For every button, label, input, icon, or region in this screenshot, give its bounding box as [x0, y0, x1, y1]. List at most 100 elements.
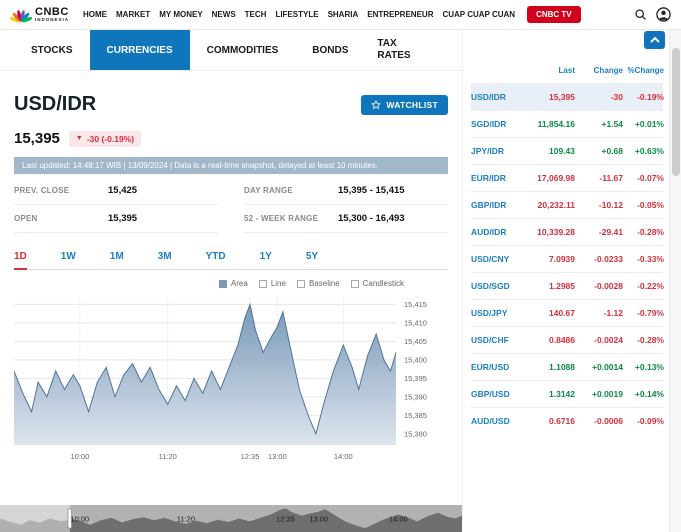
pct-change-value: -0.07%: [637, 173, 664, 183]
last-value: 15,395: [549, 92, 575, 102]
pair-link[interactable]: EUR/USD: [471, 362, 510, 372]
nav-item-market[interactable]: MARKET: [116, 10, 151, 19]
range-tab-ytd[interactable]: YTD: [205, 251, 226, 262]
scrollbar-thumb[interactable]: [672, 48, 680, 176]
pct-change-value: +0.13%: [634, 362, 664, 372]
cnbc-logo[interactable]: CNBC INDONESIA: [10, 6, 69, 23]
watchlist-label: WATCHLIST: [386, 99, 438, 110]
range-tab-1m[interactable]: 1M: [109, 251, 124, 262]
scroll-to-top-button[interactable]: [644, 31, 665, 49]
current-price: 15,395: [14, 130, 60, 147]
watchlist-button[interactable]: WATCHLIST: [361, 94, 448, 115]
chart-type-area[interactable]: Area: [218, 279, 248, 288]
last-value: 0.6716: [549, 416, 575, 426]
stat-value: 15,395: [108, 213, 138, 224]
range-tab-5y[interactable]: 5Y: [305, 251, 319, 262]
nav-item-cuap-cuap-cuan[interactable]: CUAP CUAP CUAN: [442, 10, 516, 19]
chevron-up-icon: [649, 36, 660, 43]
chart-type-baseline[interactable]: Baseline: [296, 279, 340, 288]
rate-row-usd-cny[interactable]: USD/CNY 7.0939 -0.0233 -0.33%: [471, 245, 664, 272]
pair-link[interactable]: AUD/IDR: [471, 227, 507, 237]
svg-text:13:00: 13:00: [268, 452, 287, 461]
change-value: -0.0233: [594, 254, 623, 264]
range-tab-3m[interactable]: 3M: [157, 251, 172, 262]
tab-stocks[interactable]: STOCKS: [31, 44, 73, 56]
rate-row-usd-sgd[interactable]: USD/SGD 1.2985 -0.0028 -0.22%: [471, 272, 664, 299]
stat-value: 15,300 - 16,493: [338, 213, 405, 224]
rate-row-gbp-idr[interactable]: GBP/IDR 20,232.11 -10.12 -0.05%: [471, 191, 664, 218]
column-header-pctchange: %Change: [627, 66, 664, 75]
cnbc-tv-button[interactable]: CNBC TV: [527, 6, 581, 23]
rate-row-usd-idr[interactable]: USD/IDR 15,395 -30 -0.19%: [471, 83, 664, 110]
nav-item-tech[interactable]: TECH: [244, 10, 267, 19]
chart-type-legend: Area Line Baseline Candlestick: [14, 279, 448, 288]
last-value: 17,069.98: [537, 173, 575, 183]
stat-day-range: DAY RANGE 15,395 - 15,415: [244, 177, 448, 205]
profile-icon[interactable]: [656, 7, 671, 22]
rates-table-header: Last Change %Change: [471, 66, 664, 83]
svg-text:15,410: 15,410: [404, 318, 427, 327]
nav-item-entrepreneur[interactable]: ENTREPRENEUR: [367, 10, 434, 19]
stats-grid: PREV. CLOSE 15,425 DAY RANGE 15,395 - 15,41…: [14, 177, 448, 233]
svg-text:10:00: 10:00: [71, 452, 90, 461]
checkbox-icon: [258, 279, 267, 288]
pair-link[interactable]: USD/IDR: [471, 92, 506, 102]
svg-text:15,405: 15,405: [404, 337, 427, 346]
stat-label: 52 - WEEK RANGE: [244, 214, 319, 223]
rate-row-jpy-idr[interactable]: JPY/IDR 109.43 +0.68 +0.63%: [471, 137, 664, 164]
rate-row-gbp-usd[interactable]: GBP/USD 1.3142 +0.0019 +0.14%: [471, 380, 664, 407]
rate-row-usd-jpy[interactable]: USD/JPY 140.67 -1.12 -0.79%: [471, 299, 664, 326]
rate-row-aud-usd[interactable]: AUD/USD 0.6716 -0.0006 -0.09%: [471, 407, 664, 434]
nav-item-lifestyle[interactable]: LIFESTYLE: [275, 10, 319, 19]
range-tab-1d[interactable]: 1D: [14, 247, 27, 270]
svg-text:15,380: 15,380: [404, 429, 427, 438]
pair-link[interactable]: EUR/IDR: [471, 173, 506, 183]
quote-content: USD/IDR WATCHLIST 15,395 ▼ -30 (-0.19%) …: [0, 71, 462, 463]
scrollbar[interactable]: [669, 30, 681, 532]
pair-link[interactable]: USD/CHF: [471, 335, 509, 345]
pair-link[interactable]: GBP/IDR: [471, 200, 507, 210]
nav-item-sharia[interactable]: SHARIA: [327, 10, 359, 19]
nav-item-my-money[interactable]: MY MONEY: [159, 10, 203, 19]
pair-link[interactable]: GBP/USD: [471, 389, 510, 399]
pair-link[interactable]: AUD/USD: [471, 416, 510, 426]
rate-row-eur-idr[interactable]: EUR/IDR 17,069.98 -11.67 -0.07%: [471, 164, 664, 191]
nav-item-home[interactable]: HOME: [83, 10, 108, 19]
tab-commodities[interactable]: COMMODITIES: [206, 44, 279, 56]
svg-text:12:35: 12:35: [276, 515, 295, 524]
rate-row-usd-chf[interactable]: USD/CHF 0.8486 -0.0024 -0.28%: [471, 326, 664, 353]
tab-bonds[interactable]: BONDS: [312, 44, 349, 56]
pct-change-value: -0.19%: [637, 92, 664, 102]
main-column: STOCKS CURRENCIES COMMODITIES BONDS TAX RATE…: [0, 30, 462, 532]
pair-link[interactable]: JPY/IDR: [471, 146, 505, 156]
pair-link[interactable]: USD/SGD: [471, 281, 510, 291]
last-value: 7.0939: [549, 254, 575, 264]
main-nav: HOME MARKET MY MONEY NEWS TECH LIFESTYLE SHARI…: [83, 10, 515, 19]
rate-row-eur-usd[interactable]: EUR/USD 1.1088 +0.0014 +0.13%: [471, 353, 664, 380]
rate-row-sgd-idr[interactable]: SGD/IDR 11,854.16 +1.54 +0.01%: [471, 110, 664, 137]
pair-link[interactable]: USD/JPY: [471, 308, 508, 318]
nav-item-news[interactable]: NEWS: [211, 10, 236, 19]
rate-row-aud-idr[interactable]: AUD/IDR 10,339.28 -29.41 -0.28%: [471, 218, 664, 245]
svg-text:15,415: 15,415: [404, 300, 427, 309]
price-change-badge: ▼ -30 (-0.19%): [68, 130, 142, 147]
range-tab-1y[interactable]: 1Y: [259, 251, 272, 262]
pair-link[interactable]: SGD/IDR: [471, 119, 507, 129]
stat-open: OPEN 15,395: [14, 205, 218, 233]
svg-text:15,400: 15,400: [404, 355, 427, 364]
svg-text:14:00: 14:00: [389, 515, 408, 524]
tab-currencies[interactable]: CURRENCIES: [89, 30, 190, 70]
last-value: 10,339.28: [537, 227, 575, 237]
tab-tax-rates[interactable]: TAX RATES: [377, 37, 411, 62]
chart-type-candlestick[interactable]: Candlestick: [350, 279, 404, 288]
price-chart[interactable]: 15,415 15,410 15,405 15,400 15,395 15,390 15,3…: [14, 291, 446, 463]
chart-type-line[interactable]: Line: [258, 279, 286, 288]
change-value: +0.68: [601, 146, 623, 156]
range-tab-1w[interactable]: 1W: [60, 251, 76, 262]
header-spacer: [471, 66, 521, 75]
navigator-chart[interactable]: 10:00 11:20 12:35 13:00 14:00: [0, 505, 462, 532]
svg-text:10:00: 10:00: [70, 515, 89, 524]
search-icon[interactable]: [634, 8, 647, 21]
pair-link[interactable]: USD/CNY: [471, 254, 510, 264]
change-value: -1.12: [603, 308, 623, 318]
